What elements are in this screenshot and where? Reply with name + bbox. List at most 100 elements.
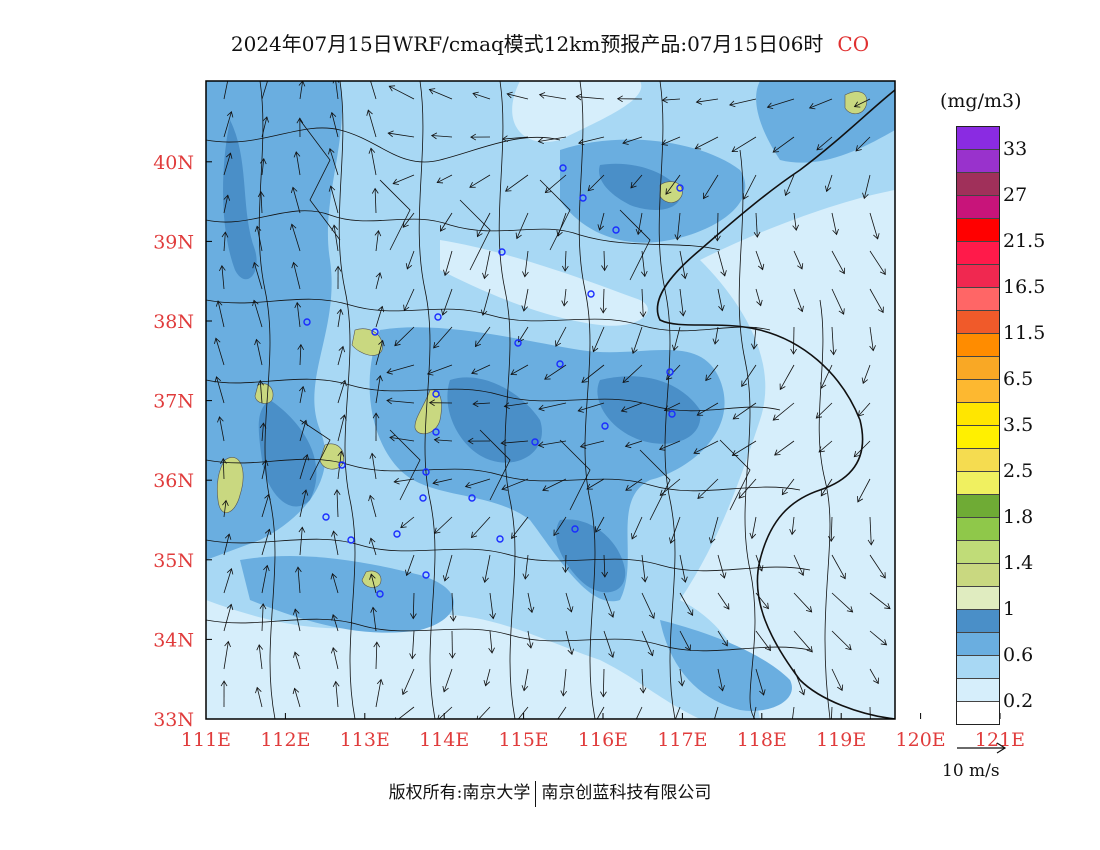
axis-ticks	[205, 161, 1001, 720]
wind-vector	[596, 706, 605, 719]
wind-vector	[261, 158, 265, 176]
wind-vector	[555, 326, 567, 347]
wind-arrowhead	[696, 409, 704, 416]
wind-arrowhead	[410, 613, 417, 620]
wind-vector	[465, 478, 491, 487]
wind-vector	[553, 516, 567, 536]
wind-vector	[641, 592, 655, 619]
wind-arrowhead	[489, 613, 496, 620]
legend-label: 1	[1003, 598, 1016, 620]
wind-vector	[717, 288, 723, 311]
wind-vector	[641, 554, 646, 582]
wind-arrowhead	[586, 483, 593, 490]
wind-vector	[256, 339, 263, 366]
wind-arrowhead	[338, 345, 346, 353]
wind-vector	[741, 364, 757, 387]
wind-arrowhead	[476, 715, 479, 719]
wind-arrowhead	[409, 653, 416, 660]
legend-swatch	[957, 242, 999, 265]
wind-vector	[337, 380, 346, 404]
wind-vector	[772, 136, 795, 153]
wind-arrowhead	[257, 379, 264, 386]
wind-arrowhead	[256, 644, 264, 651]
high-east	[597, 376, 701, 444]
wind-arrowhead	[738, 492, 745, 499]
wind-vector	[697, 478, 719, 499]
wind-vector	[630, 174, 643, 189]
wind-arrowhead	[259, 603, 267, 610]
wind-arrowhead	[337, 450, 345, 457]
wind-arrowhead	[757, 263, 765, 271]
wind-vector	[815, 402, 833, 419]
wind-arrowhead	[789, 528, 796, 536]
wind-arrowhead	[442, 575, 450, 582]
wind-vector	[755, 592, 769, 609]
wind-arrowhead	[600, 691, 607, 698]
wind-vector	[443, 668, 453, 692]
wind-arrowhead	[400, 522, 407, 529]
wind-vector	[432, 478, 453, 484]
wind-vector	[484, 554, 491, 583]
wind-arrowhead	[330, 647, 338, 654]
lat-axis-labels: 33N 34N 35N 36N 37N 38N 39N 40N	[153, 152, 194, 731]
wind-arrowhead	[330, 572, 337, 580]
wind-vector	[564, 554, 567, 573]
wind-arrowhead	[592, 345, 599, 353]
wind-arrowhead	[394, 339, 401, 347]
wind-arrowhead	[873, 677, 879, 685]
wind-vector	[679, 250, 686, 279]
wind-arrowhead	[522, 271, 529, 278]
wind-arrowhead	[575, 93, 582, 101]
wind-vector	[679, 592, 693, 616]
wind-arrowhead	[816, 144, 823, 151]
wind-vector	[793, 668, 805, 695]
wind-arrowhead	[264, 528, 272, 536]
wind-arrowhead	[806, 646, 813, 653]
wind-arrowhead	[488, 647, 495, 654]
wind-vector	[444, 250, 453, 276]
wind-arrowhead	[537, 137, 544, 145]
wind-arrowhead	[483, 680, 491, 687]
wind-arrowhead	[751, 343, 758, 350]
city-marker	[393, 530, 401, 538]
wind-arrowhead	[480, 309, 488, 316]
wind-arrowhead	[830, 349, 837, 356]
wind-arrowhead	[329, 111, 337, 119]
wind-arrowhead	[678, 680, 685, 687]
wind-arrowhead	[378, 339, 385, 347]
wind-vector	[507, 93, 529, 100]
lat-label: 33N	[153, 709, 194, 731]
legend-swatch	[957, 265, 999, 288]
wind-vector	[576, 96, 605, 100]
wind-vector	[869, 706, 871, 719]
wind-vector	[375, 375, 381, 404]
wind-vector	[637, 212, 643, 235]
wind-arrowhead	[226, 568, 234, 575]
wind-vector	[523, 288, 529, 312]
wind-vector	[223, 604, 232, 632]
wind-arrowhead	[298, 385, 306, 393]
wind-arrowhead	[224, 640, 231, 648]
wind-arrowhead	[757, 565, 764, 572]
wind-vector	[518, 326, 529, 343]
wind-vector	[367, 110, 377, 138]
wind-arrowhead	[774, 449, 781, 456]
wind-vector	[831, 288, 845, 315]
wind-vector	[406, 554, 415, 576]
hotspot-6	[319, 443, 345, 470]
wind-arrowhead	[669, 537, 676, 544]
wind-vector	[743, 174, 757, 200]
wind-arrowhead	[259, 157, 267, 165]
wind-vector	[434, 439, 453, 442]
wind-vector	[388, 132, 415, 138]
wind-arrowhead	[846, 606, 854, 613]
plot-frame	[205, 80, 896, 720]
wind-arrowhead	[714, 235, 721, 242]
wind-arrowhead	[805, 606, 813, 613]
wind-arrowhead	[732, 413, 740, 420]
city-marker	[676, 184, 684, 192]
legend-label: 0.2	[1003, 690, 1034, 712]
wind-arrowhead	[506, 91, 513, 99]
wind-vector	[485, 668, 491, 686]
wind-vector	[793, 592, 812, 613]
